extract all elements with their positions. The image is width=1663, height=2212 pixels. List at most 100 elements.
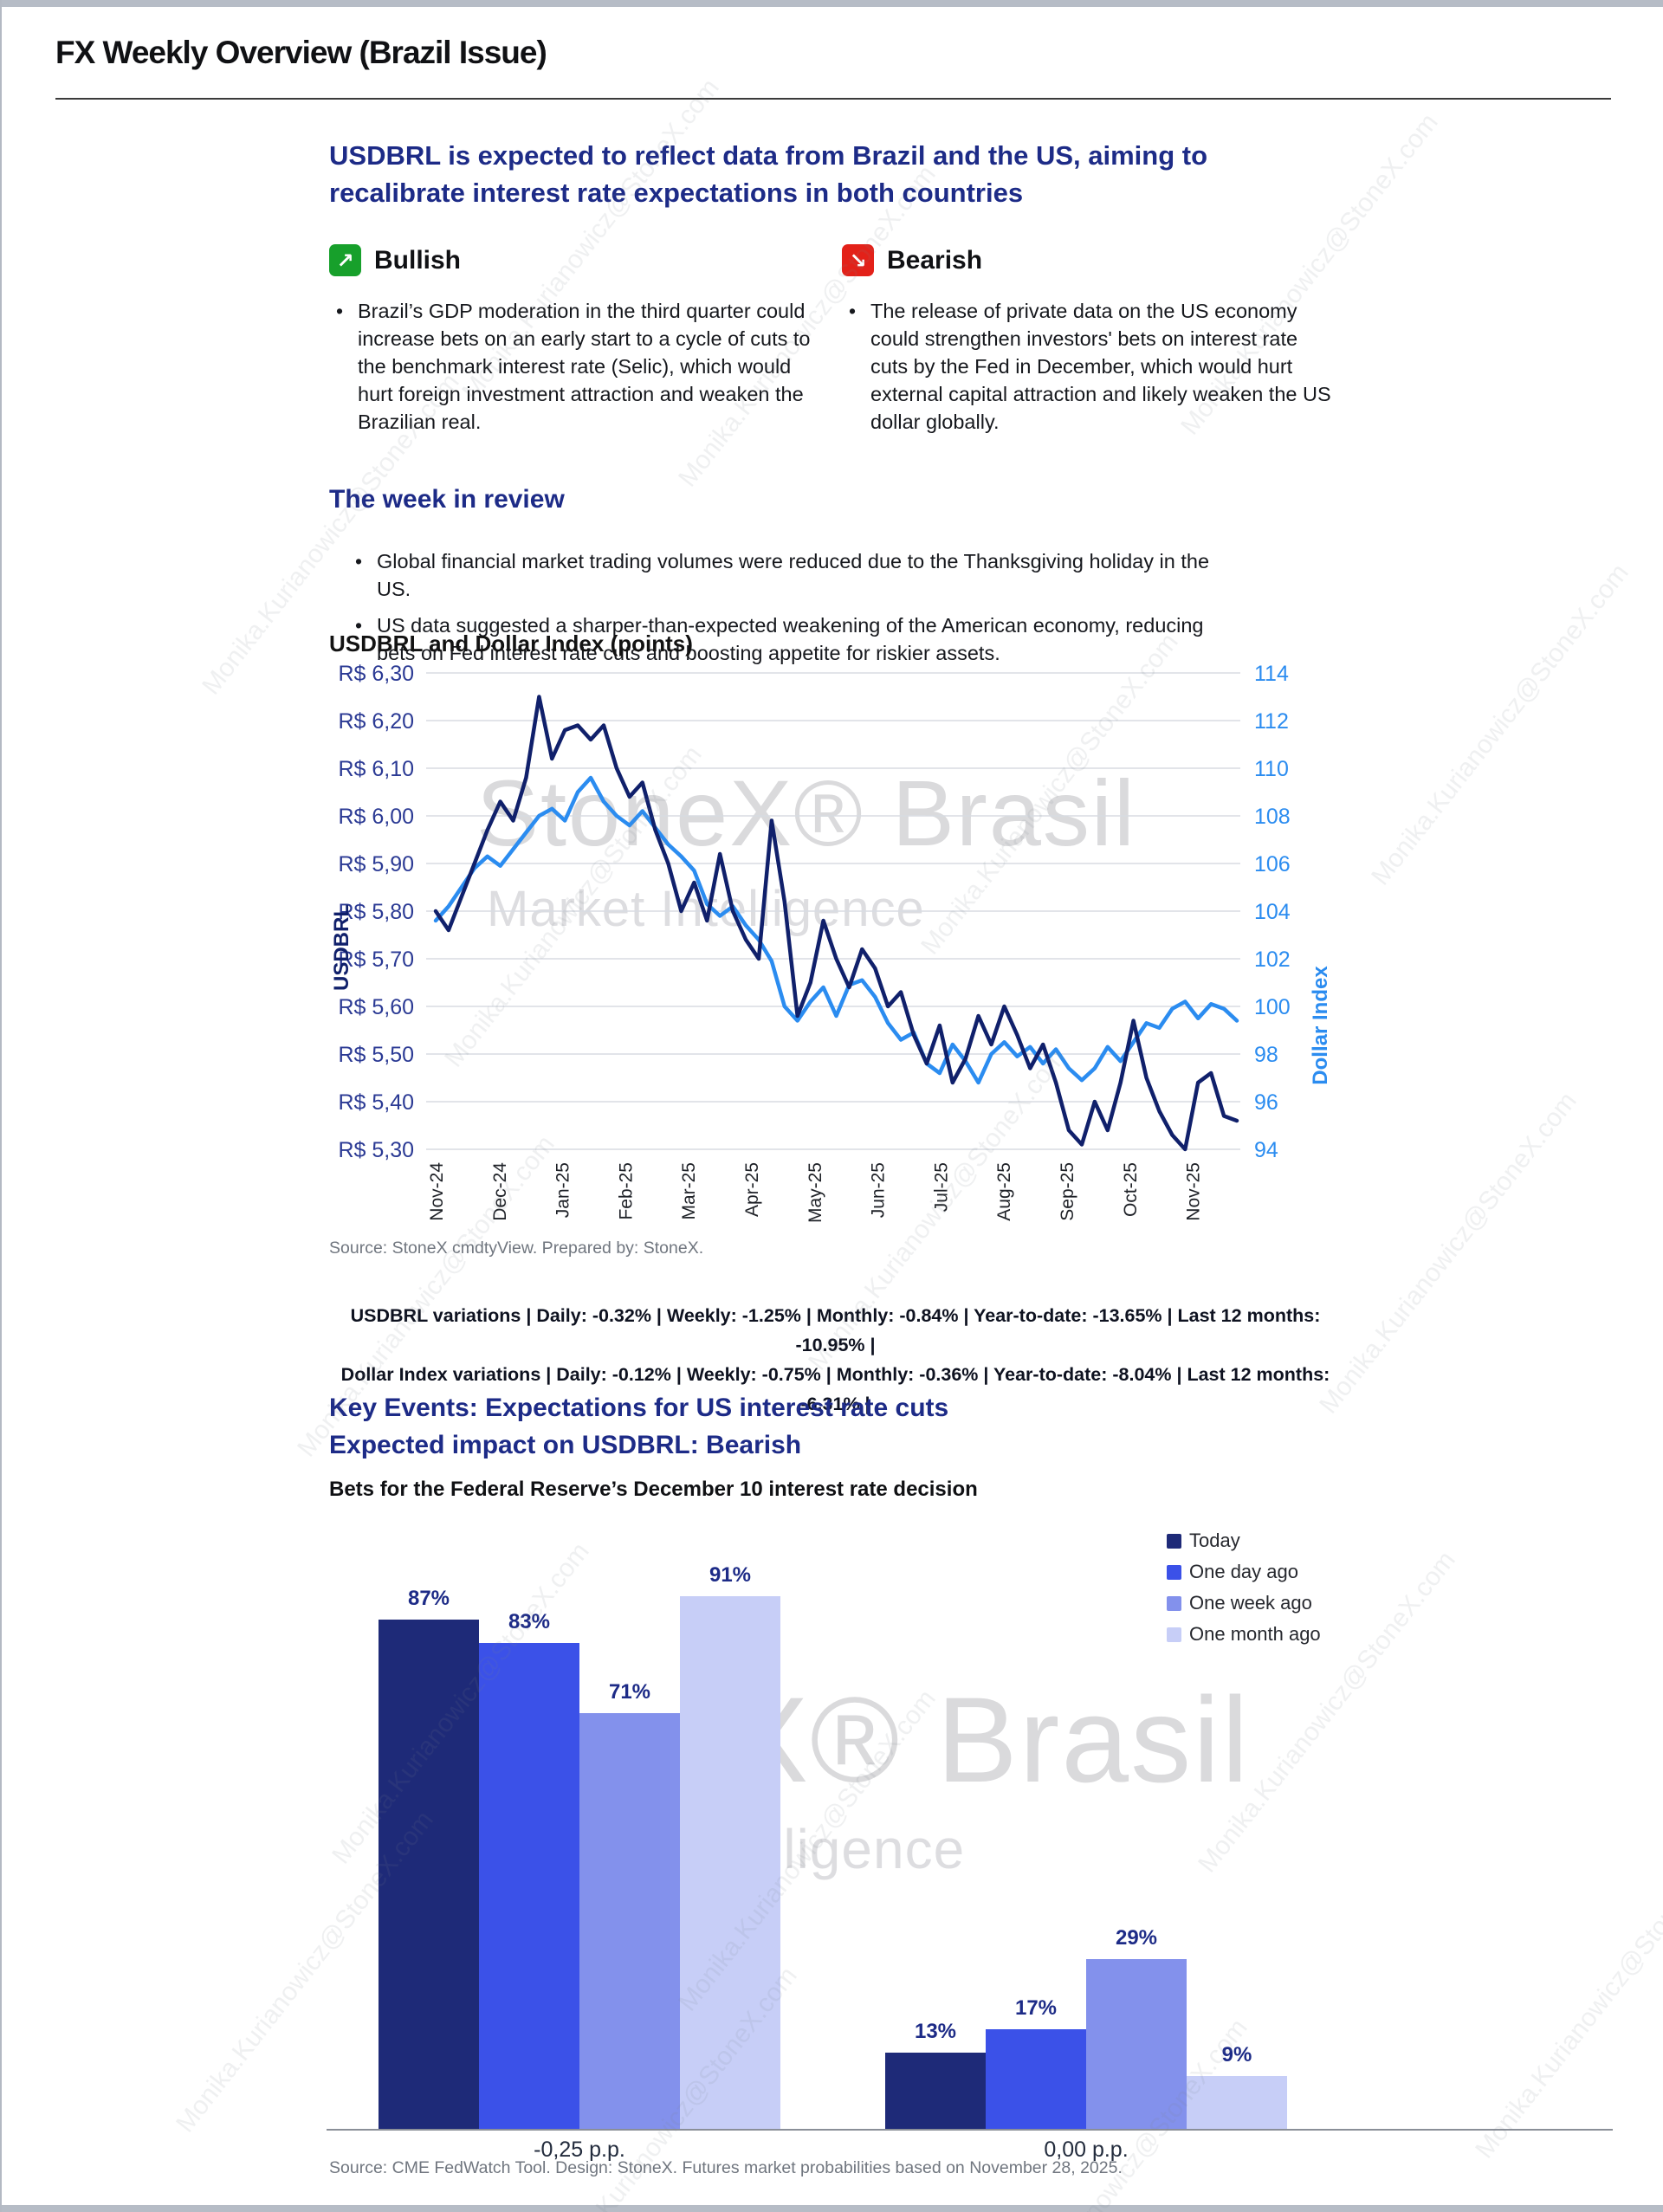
bullish-section: ↗ Bullish Brazil’s GDP moderation in the…	[329, 244, 819, 444]
series-line-dollar-index	[433, 775, 1239, 1085]
x-tick-label: May-25	[806, 1162, 825, 1223]
bar-today	[885, 2053, 986, 2129]
bar-chart-source: Source: CME FedWatch Tool. Design: Stone…	[329, 2158, 1123, 2177]
right-tick-label: 114	[1254, 662, 1289, 686]
legend-swatch	[1167, 1595, 1181, 1611]
bar-value-label: 17%	[1014, 1996, 1058, 2020]
line-chart-source: Source: StoneX cmdtyView. Prepared by: S…	[329, 1239, 704, 1258]
bar-one-day-ago	[479, 1643, 579, 2129]
bearish-heading: ↘ Bearish	[842, 244, 1332, 276]
week-in-review-title: The week in review	[329, 485, 565, 514]
key-events-line1: Key Events: Expectations for US interest…	[329, 1394, 949, 1422]
bar-value-label: 9%	[1221, 2043, 1252, 2066]
right-tick-label: 108	[1254, 805, 1291, 829]
bar-one-month-ago	[680, 1596, 780, 2129]
bearish-section: ↘ Bearish The release of private data on…	[842, 244, 1332, 444]
variations-block: USDBRL variations | Daily: -0.32% | Week…	[331, 1301, 1340, 1419]
email-watermark: Monika.Kurianowicz@StoneX.com	[1366, 559, 1634, 891]
bar-one-week-ago	[1086, 1959, 1187, 2129]
bar-today	[379, 1620, 479, 2129]
legend-item: One day ago	[1167, 1561, 1321, 1583]
fed-bets-bar-chart: StoneX® Brasil Market Intelligence Today…	[2, 1516, 1663, 2200]
window-bottom-edge	[2, 2205, 1663, 2212]
legend-swatch	[1167, 1564, 1181, 1580]
bar-group-label: -0,25 p.p.	[534, 2138, 625, 2162]
legend-label: Today	[1189, 1530, 1240, 1551]
left-tick-label: R$ 5,30	[338, 1138, 414, 1162]
bar-value-label: 83%	[508, 1610, 551, 1633]
x-tick-label: Dec-24	[490, 1162, 510, 1221]
bullish-bullet: Brazil’s GDP moderation in the third qua…	[334, 297, 819, 436]
right-tick-label: 96	[1254, 1090, 1278, 1115]
bar-chart-legend: Today One day ago One week ago One month ag…	[1167, 1530, 1321, 1646]
bar-value-label: 91%	[709, 1563, 752, 1587]
x-axis-tick-labels: Nov-24 Dec-24 Jan-25 Feb-25 Mar-25 Apr-25 May-…	[427, 1162, 1204, 1223]
bar-value-label: 71%	[608, 1680, 651, 1704]
bearish-bullet: The release of private data on the US ec…	[847, 297, 1332, 436]
key-events-line2: Expected impact on USDBRL: Bearish	[329, 1431, 802, 1459]
bearish-label: Bearish	[887, 245, 983, 275]
x-tick-label: Jun-25	[869, 1162, 889, 1218]
legend-swatch	[1167, 1533, 1181, 1549]
legend-swatch	[1167, 1627, 1181, 1642]
week-review-bullet: US data suggested a sharper-than-expecte…	[353, 611, 1246, 667]
bullish-bullet-list: Brazil’s GDP moderation in the third qua…	[334, 297, 819, 436]
x-tick-label: Aug-25	[994, 1162, 1014, 1221]
left-tick-label: R$ 5,40	[338, 1090, 414, 1115]
left-tick-label: R$ 6,10	[338, 757, 414, 781]
right-tick-label: 110	[1254, 757, 1289, 781]
bullish-heading: ↗ Bullish	[329, 244, 819, 276]
left-tick-label: R$ 5,80	[338, 900, 414, 924]
x-tick-label: Nov-24	[427, 1162, 447, 1221]
arrow-down-right-icon: ↘	[842, 244, 874, 276]
dollar-index-variations: Dollar Index variations | Daily: -0.12% …	[340, 1364, 1330, 1414]
left-tick-label: R$ 6,00	[338, 805, 414, 829]
right-tick-label: 106	[1254, 852, 1291, 876]
bullish-label: Bullish	[374, 245, 462, 275]
legend-label: One day ago	[1189, 1561, 1298, 1582]
x-tick-label: Mar-25	[679, 1162, 699, 1220]
usdbrl-variations: USDBRL variations | Daily: -0.32% | Week…	[350, 1305, 1321, 1355]
right-tick-label: 94	[1254, 1138, 1278, 1162]
x-tick-label: Jul-25	[931, 1162, 951, 1212]
left-tick-label: R$ 5,90	[338, 852, 414, 876]
right-axis-tick-labels: 114 112 110 108 106 104 102 100 98 96 94	[1254, 662, 1291, 1162]
x-tick-label: Apr-25	[742, 1162, 762, 1217]
line-chart-title: USDBRL and Dollar Index (points)	[329, 631, 693, 656]
left-tick-label: R$ 6,20	[338, 709, 414, 734]
x-tick-label: Oct-25	[1121, 1162, 1141, 1217]
right-tick-label: 98	[1254, 1043, 1278, 1067]
scenario-columns: ↗ Bullish Brazil’s GDP moderation in the…	[329, 244, 1343, 444]
left-tick-label: R$ 5,60	[338, 995, 414, 1019]
usdbrl-dollar-index-chart: USDBRL and Dollar Index (points) StoneX®…	[329, 631, 1377, 1263]
left-tick-label: R$ 5,70	[338, 948, 414, 972]
intro-headline: USDBRL is expected to reflect data from …	[329, 137, 1369, 211]
series-line-usdbrl	[433, 695, 1239, 1152]
x-tick-label: Sep-25	[1058, 1162, 1077, 1221]
bar-value-label: 13%	[914, 2020, 957, 2043]
right-tick-label: 102	[1254, 948, 1291, 972]
right-tick-label: 112	[1254, 709, 1289, 734]
right-tick-label: 100	[1254, 995, 1291, 1019]
header-divider	[55, 98, 1611, 100]
arrow-up-right-icon: ↗	[329, 244, 361, 276]
left-axis-title: USDBRL	[330, 904, 353, 991]
bar-group-label: 0,00 p.p.	[1044, 2138, 1129, 2162]
market-intelligence-watermark: Market Intelligence	[487, 881, 925, 937]
x-tick-label: Nov-25	[1184, 1162, 1204, 1221]
bearish-bullet-list: The release of private data on the US ec…	[847, 297, 1332, 436]
x-tick-label: Jan-25	[553, 1162, 573, 1218]
x-tick-label: Feb-25	[616, 1162, 636, 1220]
legend-label: One month ago	[1189, 1623, 1321, 1645]
bar-value-label: 87%	[407, 1587, 450, 1610]
legend-item: One week ago	[1167, 1592, 1321, 1614]
line-chart-canvas: R$ 6,30 R$ 6,20 R$ 6,10 R$ 6,00 R$ 5,90 R$ 5,…	[330, 662, 1332, 1223]
legend-item: One month ago	[1167, 1623, 1321, 1646]
stonex-watermark: StoneX® Brasil	[476, 760, 1136, 865]
bar-chart-title: Bets for the Federal Reserve’s December …	[329, 1478, 978, 1501]
left-axis-tick-labels: R$ 6,30 R$ 6,20 R$ 6,10 R$ 6,00 R$ 5,90 R$ 5,…	[338, 662, 414, 1162]
bar-one-month-ago	[1187, 2076, 1287, 2129]
intro-headline-line1: USDBRL is expected to reflect data from …	[329, 140, 1208, 171]
intro-headline-line2: recalibrate interest rate expectations i…	[329, 178, 1024, 208]
